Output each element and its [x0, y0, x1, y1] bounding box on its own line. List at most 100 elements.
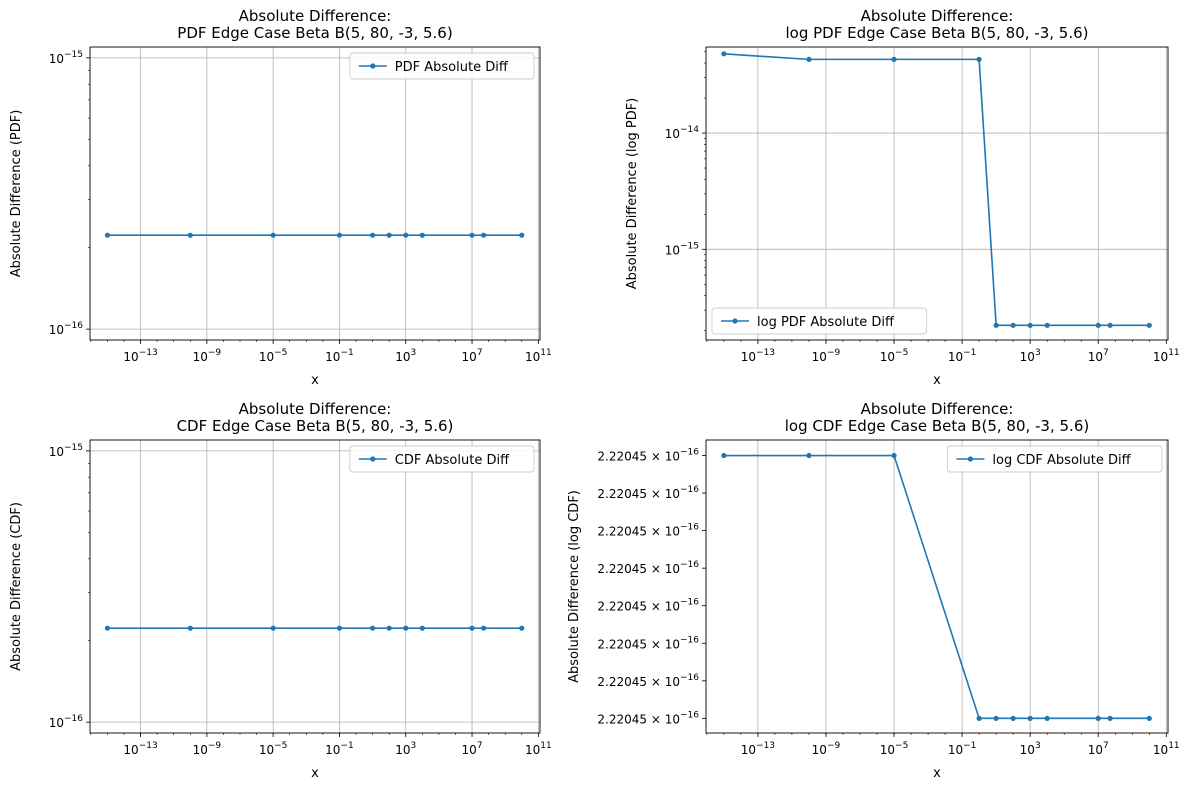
- data-point: [519, 625, 525, 631]
- data-point: [1027, 715, 1033, 721]
- legend: log PDF Absolute Diff: [711, 307, 928, 335]
- data-point: [369, 232, 376, 238]
- x-tick-label: 107: [462, 741, 483, 757]
- data-point: [369, 625, 376, 631]
- x-tick-label: 10−13: [123, 348, 157, 364]
- data-point: [104, 625, 111, 631]
- legend-box: [711, 307, 928, 335]
- x-tick-label: 103: [1020, 741, 1041, 757]
- y-tick-label: 10−16: [49, 714, 84, 730]
- x-tick-label: 103: [395, 348, 416, 364]
- data-point: [336, 625, 343, 631]
- x-tick-label: 10−13: [123, 741, 157, 757]
- data-point: [1010, 322, 1016, 328]
- x-tick-label: 10−9: [812, 348, 841, 364]
- y-tick-label: 10−15: [49, 50, 83, 66]
- legend: CDF Absolute Diff: [349, 445, 535, 473]
- data-point: [891, 56, 897, 62]
- data-point: [721, 51, 727, 57]
- subplot-4: 10−13 10−9 10−5 10−1 103 107 1011 2.22045 × 10−…: [567, 400, 1180, 781]
- data-point: [1095, 322, 1101, 328]
- data-point: [403, 625, 409, 631]
- chart-title-line: Absolute Difference:: [239, 7, 392, 25]
- subplot-3: 10−13 10−9 10−5 10−1 103 107 1011 10−16 10−15 Abs…: [9, 400, 552, 781]
- data-point: [469, 625, 475, 631]
- data-point: [1044, 322, 1050, 328]
- data-point: [187, 232, 193, 238]
- x-tick-label: 10−5: [880, 741, 909, 757]
- subplot-1: 10−13 10−9 10−5 10−1 103 107 1011 10−16 10−15 Abs…: [9, 7, 552, 388]
- data-point: [187, 625, 193, 631]
- x-axis-label: x: [311, 373, 319, 388]
- y-tick-label: 2.22045 × 10−16: [597, 448, 699, 464]
- chart-title-line: Absolute Difference:: [239, 400, 392, 418]
- chart-title-line: PDF Edge Case Beta B(5, 80, -3, 5.6): [177, 24, 452, 42]
- x-tick-label: 107: [462, 348, 483, 364]
- data-point: [1010, 715, 1016, 721]
- x-tick-label: 10−9: [193, 741, 222, 757]
- series-line: [723, 53, 1150, 327]
- data-point: [806, 56, 812, 62]
- x-tick-label: 10−9: [812, 741, 841, 757]
- data-point: [481, 625, 487, 631]
- chart-title-line: Absolute Difference:: [861, 400, 1014, 418]
- y-axis-label: Absolute Difference (log CDF): [567, 490, 582, 683]
- x-tick-label: 10−5: [259, 741, 288, 757]
- x-tick-label: 103: [395, 741, 416, 757]
- legend-marker: [370, 63, 376, 69]
- y-tick-label: 10−15: [665, 241, 699, 257]
- legend-label: log PDF Absolute Diff: [757, 315, 895, 330]
- x-tick-label: 1011: [525, 348, 552, 364]
- chart-title-line: CDF Edge Case Beta B(5, 80, -3, 5.6): [177, 417, 454, 435]
- legend-box: [349, 445, 535, 473]
- data-point: [721, 452, 727, 459]
- x-tick-label: 10−1: [325, 741, 354, 757]
- legend-label: CDF Absolute Diff: [395, 453, 510, 468]
- x-tick-label: 10−9: [193, 348, 222, 364]
- data-point: [1095, 715, 1101, 721]
- y-tick-label: 10−15: [49, 443, 83, 459]
- data-point: [403, 232, 409, 238]
- legend-box: [349, 52, 535, 80]
- y-tick-label: 10−14: [665, 125, 700, 141]
- data-point: [270, 625, 276, 631]
- legend-marker: [732, 318, 738, 324]
- data-point: [270, 232, 276, 238]
- y-tick-label: 2.22045 × 10−16: [597, 485, 699, 501]
- data-point: [993, 322, 999, 328]
- x-tick-label: 1011: [1153, 741, 1180, 757]
- data-point: [976, 56, 982, 62]
- y-tick-label: 2.22045 × 10−16: [597, 523, 699, 539]
- legend-marker: [370, 456, 376, 462]
- x-tick-label: 107: [1088, 348, 1109, 364]
- legend: PDF Absolute Diff: [349, 52, 535, 80]
- data-point: [891, 452, 897, 459]
- legend: log CDF Absolute Diff: [946, 445, 1163, 473]
- axes-frame: [89, 46, 541, 341]
- data-point: [1044, 715, 1050, 721]
- legend-marker: [967, 456, 974, 462]
- chart-title-line: log PDF Edge Case Beta B(5, 80, -3, 5.6): [785, 24, 1088, 42]
- data-point: [386, 232, 392, 238]
- x-tick-label: 10−5: [880, 348, 909, 364]
- data-point: [336, 232, 343, 238]
- x-axis-label: x: [933, 766, 941, 781]
- x-tick-label: 10−13: [741, 348, 775, 364]
- legend-label: PDF Absolute Diff: [395, 60, 509, 75]
- chart-title-line: log CDF Edge Case Beta B(5, 80, -3, 5.6): [785, 417, 1089, 435]
- data-point: [469, 232, 475, 238]
- data-point: [104, 232, 111, 238]
- data-point: [1146, 715, 1152, 721]
- x-tick-label: 10−1: [325, 348, 354, 364]
- data-point: [806, 452, 812, 459]
- data-point: [519, 232, 525, 238]
- subplot-2: 10−13 10−9 10−5 10−1 103 107 1011 10−15 10−14 Abs…: [625, 7, 1180, 388]
- axes-frame: [705, 439, 1169, 734]
- x-tick-label: 107: [1088, 741, 1109, 757]
- data-point: [976, 715, 982, 721]
- x-tick-label: 10−1: [948, 348, 977, 364]
- data-point: [481, 232, 487, 238]
- y-tick-label: 2.22045 × 10−16: [597, 560, 699, 576]
- y-axis-label: Absolute Difference (CDF): [9, 502, 24, 671]
